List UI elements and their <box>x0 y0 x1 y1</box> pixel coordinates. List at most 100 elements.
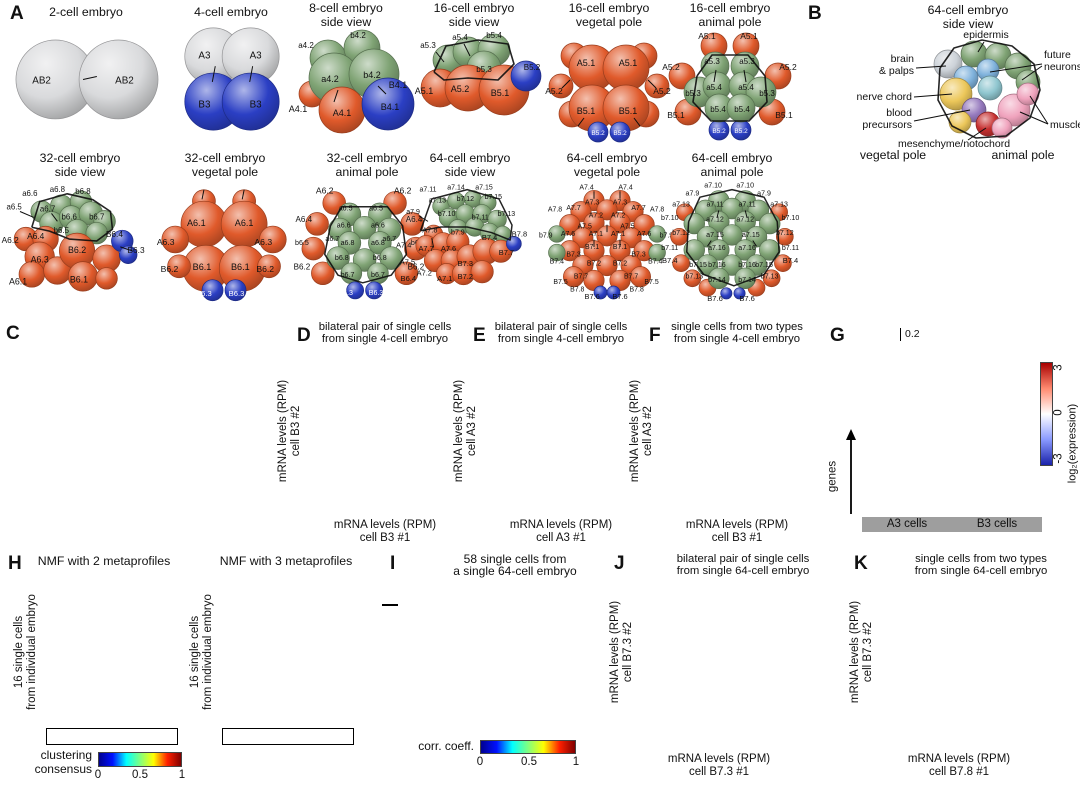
cell-orange <box>161 225 189 254</box>
territory-outline <box>31 193 114 242</box>
territory-outline <box>419 188 513 241</box>
cell-label: blood <box>886 107 912 119</box>
cell-label: b7.9 <box>539 233 553 240</box>
cell-label: a5.3 <box>704 57 720 66</box>
e-xlabel-line2: cell A3 #1 <box>536 532 586 544</box>
cell-label: A7.4 <box>618 184 632 191</box>
cell-label: B5.1 <box>619 106 638 116</box>
f-title-line2: from single 4-cell embryo <box>673 333 801 346</box>
h-right-ylabel: 16 single cells from individual embryo <box>189 570 215 734</box>
cell-label: A7.1 <box>437 274 452 283</box>
cell-yellow <box>939 77 973 111</box>
cell-label: a7.9 <box>406 209 420 216</box>
cell-label: A7.5 <box>400 257 415 266</box>
cell-green <box>683 212 705 235</box>
panel-letter-e: E <box>473 325 486 346</box>
cell-label: b6.7 <box>371 271 385 279</box>
b-animal-title: animal pole <box>991 148 1055 162</box>
cell-label: B6.1 <box>193 262 212 272</box>
f-xlabel-line1: mRNA levels (RPM) <box>685 519 789 531</box>
cell-orange <box>563 266 585 288</box>
cell-label: a7.15 <box>475 185 493 192</box>
embryo-2-diagram: a4.2 b4.2 a4.2 b4.2 A4.1 A4.1 B4.1 B4.1 <box>289 29 415 134</box>
cell-label: b7.11 <box>782 245 799 252</box>
cell-label: a7.9 <box>686 190 700 197</box>
i-colorbar-tick-1: 1 <box>572 756 580 768</box>
cell-label: B6.2 <box>68 245 86 255</box>
cell-green <box>648 225 666 243</box>
g-group-a3: A3 cells <box>862 517 952 532</box>
embryo-7-diagram: A6.1 A6.1A6.3 A6.3B6.2 B6.2B6.1 B6.1B6.3 B6.3 <box>157 189 287 302</box>
cell-label: b7.10 <box>438 211 456 218</box>
f-ylabel-line2: cell A3 #2 <box>642 406 654 456</box>
i-title-line1: 58 single cells from <box>463 552 567 566</box>
e-ylabel-line1: mRNA levels (RPM) <box>453 379 465 483</box>
cell-green <box>352 215 377 240</box>
f-xlabel-line2: cell B3 #1 <box>711 532 763 544</box>
cell-blue <box>587 121 609 143</box>
embryo-0-title-line: 2-cell embryo <box>49 5 123 19</box>
cell-label: B7.2 <box>587 261 601 268</box>
embryo-0-title: 2-cell embryo <box>12 5 160 20</box>
h-colorbar-tick-1: 1 <box>178 769 186 781</box>
cell-label: A7.3 <box>613 199 627 206</box>
cell-label: a6.8 <box>50 185 66 194</box>
d-ylabel-line1: mRNA levels (RPM) <box>277 379 289 483</box>
cell-label: A5.1 <box>415 86 434 96</box>
cell-label: A7.7 <box>418 244 433 253</box>
cell-label: A7.4 <box>396 241 411 250</box>
cell-label: b6.6 <box>62 212 78 221</box>
cell-label: B6.1 <box>70 274 88 284</box>
cell-label: a5.4 <box>706 83 722 92</box>
i-colorbar-tick-0: 0 <box>476 756 484 768</box>
j-xlabel-line1: mRNA levels (RPM) <box>667 753 771 765</box>
cell-label: b7.12 <box>457 196 475 203</box>
cell-label: A7.3 <box>585 199 599 206</box>
cell-label: a7.16 <box>708 245 726 252</box>
cell-label: a7.12 <box>736 217 754 224</box>
cell-label: B7.2 <box>458 272 473 281</box>
cell-label: B7.4 <box>482 233 497 242</box>
i-dendrogram-canvas <box>394 580 430 732</box>
embryo-7-title: 32-cell embryo vegetal pole <box>152 151 298 179</box>
g-group-b3: B3 cells <box>952 517 1042 532</box>
embryo-7-title-line: 32-cell embryo <box>184 151 266 165</box>
label-leader-line <box>249 66 254 83</box>
cell-label: A7.6 <box>637 231 651 238</box>
j-xlabel: mRNA levels (RPM) cell B7.3 #1 <box>628 753 810 779</box>
cell-orange <box>775 227 794 246</box>
embryo-11-title-line: 64-cell embryo <box>691 151 773 165</box>
cell-label: A5.2 <box>451 84 470 94</box>
cell-label: epidermis <box>963 29 1009 41</box>
cell-label: A3 <box>198 50 211 61</box>
embryo-2-title: 8-cell embryo side view <box>282 1 410 29</box>
cell-label: A7.7 <box>566 205 580 212</box>
cell-label: B6.2 <box>294 263 311 272</box>
i-colorbar-tick-05: 0.5 <box>521 756 537 768</box>
cell-orange <box>774 254 792 273</box>
cell-label: a7.11 <box>706 202 723 209</box>
cell-label: B7.3 <box>631 251 645 258</box>
label-leader-line <box>1019 111 1049 125</box>
cell-label: a4.2 <box>298 41 314 50</box>
h-right-ylabel-line2: from individual embryo <box>202 594 214 710</box>
d-title: bilateral pair of single cells from sing… <box>294 321 476 346</box>
cell-blue <box>201 279 224 302</box>
h-left-ylabel-line2: from individual embryo <box>26 594 38 710</box>
embryo-10-diagram: A7.4 A7.4 A7.3 A7.3 A7.8 A7.7 A7.2 A7.2 A7.7 A7.8… <box>539 184 673 301</box>
cell-label: future <box>1044 49 1071 61</box>
cell-green <box>745 76 777 108</box>
embryo-11-title-line: animal pole <box>700 164 764 179</box>
b-side-title-line2: side view <box>942 16 994 31</box>
embryo-1-title-line: 4-cell embryo <box>194 5 268 19</box>
label-leader-line <box>1021 65 1043 81</box>
g-colorbar-tick-max: 3 <box>1052 364 1065 371</box>
f-title-line1: single cells from two types <box>671 321 803 333</box>
k-ylabel: mRNA levels (RPM) cell B7.3 #2 <box>849 577 875 727</box>
cell-label: A6.1 <box>235 218 254 228</box>
cell-label: b7.15 <box>485 194 503 201</box>
embryo-2-title-line: side view <box>320 14 372 29</box>
cell-label: b5.4 <box>486 31 502 40</box>
cell-label: B7.6 <box>612 292 627 301</box>
